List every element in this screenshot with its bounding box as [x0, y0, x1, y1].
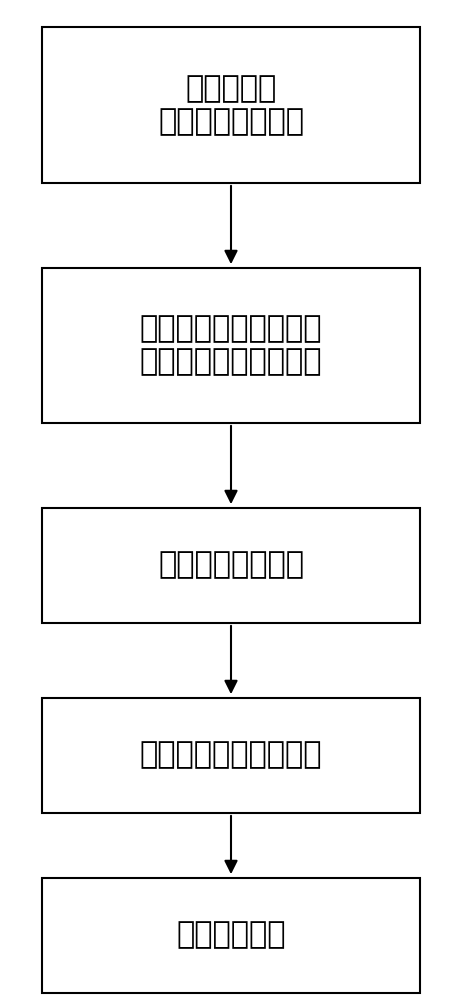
Bar	[42, 27, 420, 182]
Text: 确定参与试验的发动机
启控点和喷气时间长度: 确定参与试验的发动机 启控点和喷气时间长度	[140, 314, 322, 376]
Text: 记录动量轮输出的数据: 记录动量轮输出的数据	[140, 740, 322, 770]
Bar	[42, 267, 420, 422]
Bar	[42, 508, 420, 622]
Text: 发动机工作前准备: 发动机工作前准备	[158, 550, 304, 580]
Bar	[42, 698, 420, 812]
Text: 建立航天器
正常三轴稳定姿态: 建立航天器 正常三轴稳定姿态	[158, 74, 304, 136]
Text: 测试结果分析: 测试结果分析	[176, 920, 286, 950]
Bar	[42, 878, 420, 992]
